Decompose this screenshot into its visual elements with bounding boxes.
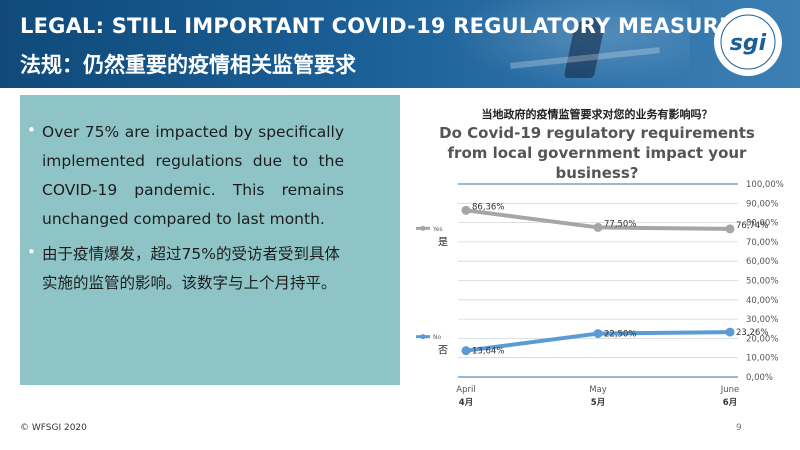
slide-header: LEGAL: STILL IMPORTANT COVID-19 REGULATO…: [0, 0, 800, 88]
data-label: 76,74%: [736, 221, 768, 231]
data-point: [725, 224, 735, 234]
data-label: 77,50%: [604, 219, 636, 229]
legend-label: No: [433, 334, 441, 341]
legend-swatch-dot: [420, 225, 426, 231]
wfsgi-logo: sgi: [714, 8, 782, 76]
y-tick-label: 40,00%: [746, 296, 778, 306]
legend-swatch-dot: [420, 334, 426, 340]
data-label: 23,26%: [736, 328, 768, 338]
y-tick-label: 100,00%: [746, 180, 784, 190]
x-tick-label: June: [720, 385, 740, 395]
data-point: [593, 329, 603, 339]
bullet-marker: •: [27, 121, 36, 139]
line-chart: 0,00% 10,00% 20,00% 30,00% 40,00% 50,00% 60,00…: [416, 180, 784, 408]
copyright: © WFSGI 2020: [20, 423, 87, 433]
data-point: [725, 327, 735, 337]
y-tick-label: 30,00%: [746, 315, 778, 325]
x-tick-label-cn: 4月: [459, 398, 473, 408]
chart-title-cn: 当地政府的疫情监管要求对您的业务有影响吗？: [481, 108, 713, 121]
page-number: 9: [736, 423, 742, 433]
x-tick-label: May: [589, 385, 607, 395]
data-label: 86,36%: [472, 202, 504, 212]
data-label: 13,64%: [472, 347, 504, 357]
data-point: [461, 346, 471, 356]
data-point: [461, 205, 471, 215]
legend-label-cn: 否: [438, 345, 448, 357]
chart-title-en: Do Covid-19 regulatory requirements from…: [439, 124, 755, 182]
bullet-en: Over 75% are impacted by specifically im…: [42, 123, 344, 228]
y-tick-label: 20,00%: [746, 334, 778, 344]
y-tick-label: 80,00%: [746, 219, 778, 229]
y-tick-label: 50,00%: [746, 277, 778, 287]
x-tick-label-cn: 6月: [723, 398, 737, 408]
legend-label: Yes: [432, 226, 443, 233]
y-tick-label: 70,00%: [746, 238, 778, 248]
y-tick-label: 90,00%: [746, 199, 778, 209]
data-label: 22,50%: [604, 330, 636, 340]
x-tick-label: April: [456, 385, 475, 395]
x-tick-label-cn: 5月: [591, 398, 605, 408]
data-point: [593, 222, 603, 232]
y-tick-label: 0,00%: [746, 373, 773, 383]
slide-title-cn: 法规：仍然重要的疫情相关监管要求: [20, 53, 356, 77]
header-photo: [450, 0, 690, 88]
legend-label-cn: 是: [438, 236, 448, 248]
bullet-cn: 由于疫情爆发，超过75%的受访者受到具体实施的监管的影响。该数字与上个月持平。: [42, 245, 340, 292]
text-panel: [20, 95, 400, 385]
bullet-marker: •: [27, 243, 36, 261]
y-tick-label: 60,00%: [746, 257, 778, 267]
y-tick-label: 10,00%: [746, 354, 778, 364]
logo-text: sgi: [730, 31, 767, 56]
slide-title-en: LEGAL: STILL IMPORTANT COVID-19 REGULATO…: [20, 14, 749, 38]
